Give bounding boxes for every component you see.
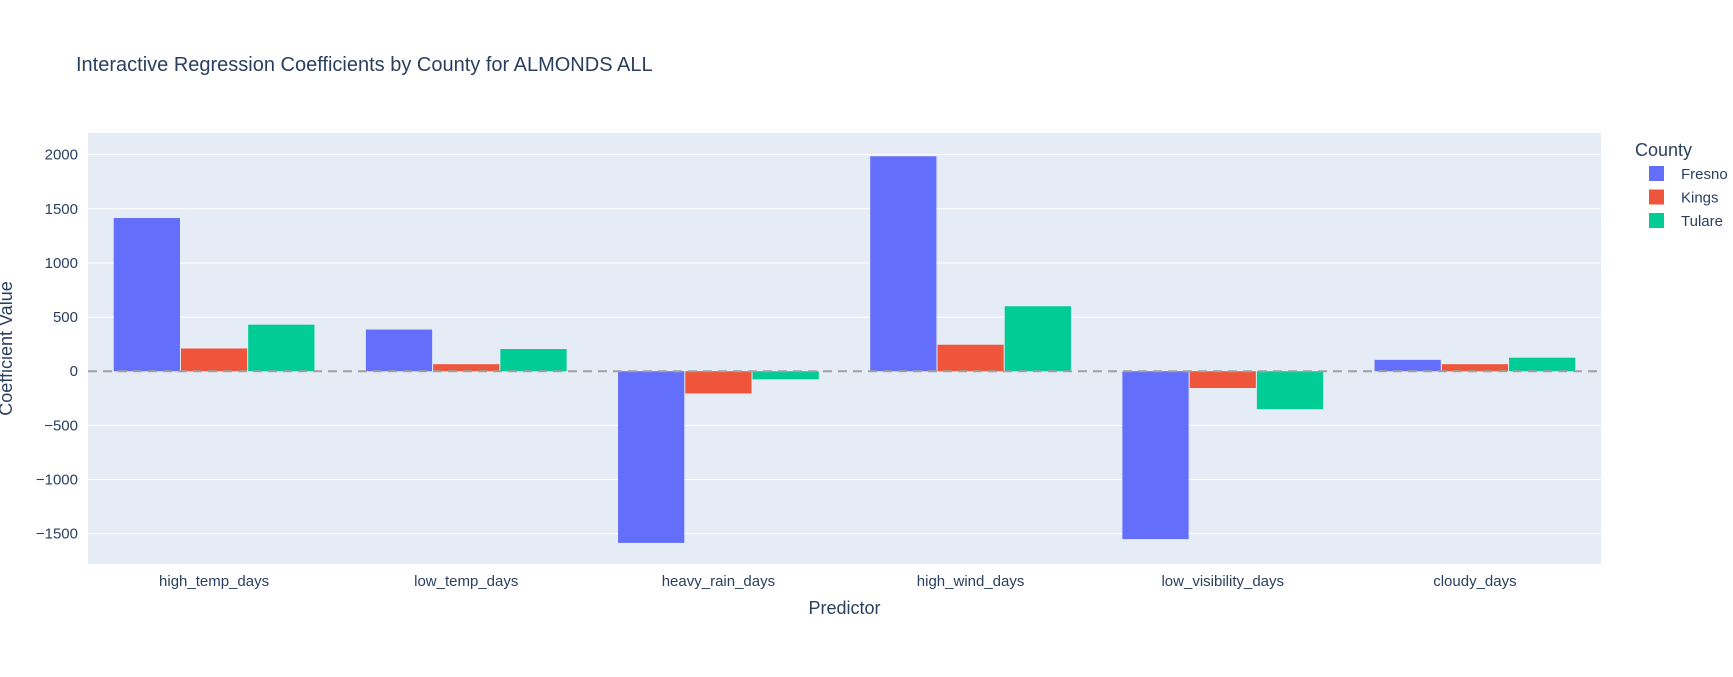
bar-tulare-low_visibility_days xyxy=(1256,371,1324,410)
x-tick-label: heavy_rain_days xyxy=(662,573,775,590)
legend-label-kings[interactable]: Kings xyxy=(1681,190,1719,207)
bar-kings-heavy_rain_days xyxy=(685,371,752,394)
bar-kings-low_temp_days xyxy=(433,364,500,372)
y-tick-label: 500 xyxy=(53,309,78,326)
y-tick-label: 1500 xyxy=(45,201,78,218)
bar-kings-high_wind_days xyxy=(937,344,1004,372)
bar-fresno-high_temp_days xyxy=(113,218,180,372)
bars xyxy=(113,156,1576,543)
x-tick-label: low_temp_days xyxy=(414,573,518,590)
bar-tulare-low_temp_days xyxy=(500,349,567,372)
bar-fresno-heavy_rain_days xyxy=(618,371,685,543)
y-tick-label: 2000 xyxy=(45,147,78,164)
bar-fresno-low_temp_days xyxy=(365,329,433,372)
y-tick-label: 0 xyxy=(70,363,78,380)
y-axis-title: Coefficient Value xyxy=(0,281,16,415)
bar-fresno-low_visibility_days xyxy=(1122,371,1189,540)
bar-fresno-cloudy_days xyxy=(1374,359,1441,372)
chart-title: Interactive Regression Coefficients by C… xyxy=(76,54,653,76)
bar-kings-high_temp_days xyxy=(180,348,248,372)
x-tick-label: cloudy_days xyxy=(1433,573,1516,590)
legend-swatch-kings[interactable] xyxy=(1649,189,1664,205)
legend: County Fresno Kings Tulare xyxy=(1635,140,1728,230)
bar-tulare-heavy_rain_days xyxy=(752,371,819,380)
x-tick-label: high_wind_days xyxy=(917,573,1025,590)
y-tick-label: −1500 xyxy=(36,526,78,543)
legend-items: Fresno Kings Tulare xyxy=(1649,166,1728,230)
y-tick-label: 1000 xyxy=(45,255,78,272)
bar-tulare-high_temp_days xyxy=(248,324,315,372)
x-tick-label: low_visibility_days xyxy=(1161,573,1284,590)
bar-kings-cloudy_days xyxy=(1441,364,1509,372)
bar-tulare-high_wind_days xyxy=(1004,306,1071,372)
x-axis-ticks: high_temp_days low_temp_days heavy_rain_da… xyxy=(159,573,1517,590)
plot-area xyxy=(88,133,1601,564)
legend-title: County xyxy=(1635,140,1692,160)
bar-kings-low_visibility_days xyxy=(1189,371,1256,389)
x-tick-label: high_temp_days xyxy=(159,573,269,590)
y-axis-ticks: 2000 1500 1000 500 0 −500 −1000 −1500 xyxy=(36,147,78,543)
bar-tulare-cloudy_days xyxy=(1509,357,1576,372)
bar-fresno-high_wind_days xyxy=(870,156,937,372)
legend-label-fresno[interactable]: Fresno xyxy=(1681,166,1728,183)
legend-swatch-fresno[interactable] xyxy=(1649,166,1664,181)
legend-label-tulare[interactable]: Tulare xyxy=(1681,213,1723,230)
legend-swatch-tulare[interactable] xyxy=(1649,213,1664,228)
y-tick-label: −500 xyxy=(44,417,78,434)
gridlines xyxy=(88,154,1601,535)
x-axis-title: Predictor xyxy=(808,598,880,618)
y-tick-label: −1000 xyxy=(36,472,78,489)
